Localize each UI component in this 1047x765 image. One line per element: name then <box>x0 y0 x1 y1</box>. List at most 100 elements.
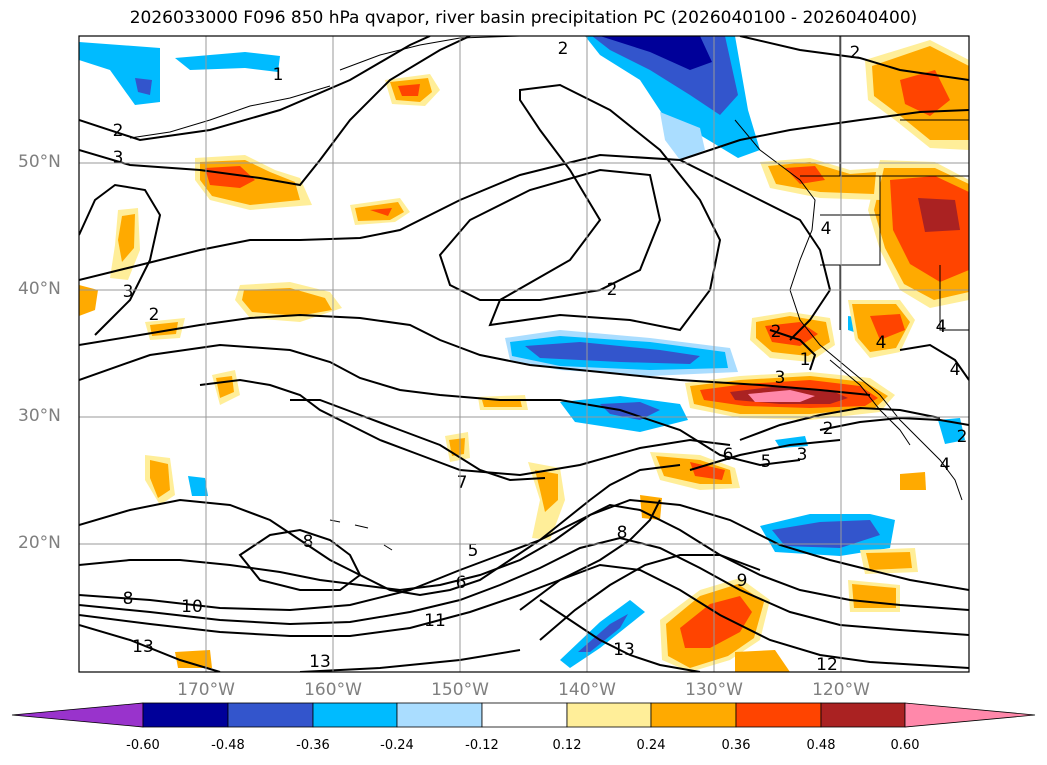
contour-label: 13 <box>132 637 154 657</box>
pos-shade-w-44n-mid <box>118 214 135 262</box>
colorbar-bin <box>566 702 652 728</box>
contour-label: 11 <box>424 611 446 631</box>
pos-shade-31n-big-pink <box>748 390 815 402</box>
colorbar-over-arrow <box>904 702 1036 728</box>
contour-11-main <box>79 536 969 636</box>
contour-label: 13 <box>613 640 635 660</box>
colorbar-tick-label: 0.60 <box>890 738 920 753</box>
contour-label: 3 <box>123 282 134 302</box>
contour-2-loop <box>438 168 662 301</box>
contour-3-north <box>79 36 471 187</box>
pos-shade-26n-e <box>900 472 926 490</box>
contour-label: 2 <box>850 43 861 63</box>
contour-label: 3 <box>797 445 808 465</box>
pos-shade-14n-w <box>175 650 212 668</box>
colorbar-tick-label: -0.24 <box>380 738 414 753</box>
contour-2-ne <box>739 36 969 81</box>
colorbar-under-arrow <box>11 702 144 728</box>
contour-4-se <box>899 343 969 381</box>
lat-label-50n: 50°N <box>18 152 61 172</box>
contour-label: 2 <box>113 121 124 141</box>
neg-shade-30n-core <box>600 402 660 420</box>
contour-label: 4 <box>876 333 887 353</box>
contour-2-east <box>819 416 969 431</box>
contour-labels: 2 2 1 3 2 4 3 2 2 3 4 4 4 1 2 2 3 5 6 7 … <box>113 39 968 672</box>
contour-9-main <box>79 498 969 592</box>
pos-shade-15n-big-red <box>680 596 752 648</box>
contour-label: 10 <box>181 597 203 617</box>
contour-label: 6 <box>456 573 467 593</box>
contour-label: 13 <box>309 652 331 672</box>
shaded-anomalies <box>79 36 969 672</box>
contour-7-main <box>290 399 546 482</box>
island-hawaii-1 <box>329 519 341 523</box>
contour-13-south <box>539 599 701 672</box>
map-plot-area: 2 2 1 3 2 4 3 2 2 3 4 4 4 1 2 2 3 5 6 7 … <box>79 36 969 672</box>
map-title: 2026033000 F096 850 hPa qvapor, river ba… <box>129 8 918 28</box>
pos-shade-39n-mid <box>242 288 332 316</box>
lon-label-150w: 150°W <box>431 680 489 700</box>
contour-label: 2 <box>823 419 834 439</box>
contour-3-east-mid <box>739 406 941 441</box>
coast-alaska-islands <box>129 85 331 139</box>
island-hawaii-2 <box>354 524 369 529</box>
contour-label: 4 <box>940 455 951 475</box>
pos-shade-15n-bottom <box>735 650 790 672</box>
contour-6-main <box>199 378 731 477</box>
contour-9-south <box>539 554 761 641</box>
neg-shade-alaska-light <box>660 112 705 160</box>
colorbar-bin <box>142 702 229 728</box>
contour-label: 1 <box>273 65 284 85</box>
colorbar-tick-label: 0.48 <box>806 738 836 753</box>
neg-shade-dot-4 <box>938 418 965 444</box>
lon-label-120w: 120°W <box>812 680 870 700</box>
coast-bc <box>734 119 963 501</box>
contour-label: 4 <box>950 360 961 380</box>
colorbar-tick-label: 0.24 <box>636 738 666 753</box>
colorbar-bin <box>227 702 314 728</box>
neg-shade-alaska-core <box>600 36 712 70</box>
colorbar-bin <box>312 702 398 728</box>
pos-shade-24n-mid <box>535 470 558 512</box>
map-frame <box>78 35 970 673</box>
qvapor-contours <box>79 36 969 672</box>
pos-shade-alaska-core <box>398 84 420 96</box>
contour-label: 2 <box>957 427 968 447</box>
contour-label: 4 <box>936 317 947 337</box>
contour-label: 9 <box>737 571 748 591</box>
colorbar-bin <box>396 702 483 728</box>
coastlines <box>129 36 969 551</box>
contour-label: 2 <box>558 39 569 59</box>
pos-shade-36n-core <box>765 322 818 346</box>
contour-label: 5 <box>761 452 772 472</box>
contour-label: 4 <box>821 219 832 239</box>
contour-label: 5 <box>468 541 479 561</box>
colorbar-bin <box>650 702 737 728</box>
contour-1-coast <box>769 329 817 371</box>
pos-shade-w-40n <box>79 285 98 316</box>
contour-8-west <box>79 464 681 597</box>
contour-10-main <box>79 503 969 612</box>
border-states-4 <box>939 265 969 331</box>
contour-5-main <box>79 343 801 467</box>
contour-4-main <box>79 313 871 396</box>
colorbar-tick-label: -0.12 <box>465 738 499 753</box>
neg-shade-dot-1 <box>188 476 208 496</box>
colorbar-tick-label: -0.36 <box>296 738 330 753</box>
contour-label: 2 <box>771 322 782 342</box>
contour-label: 7 <box>457 473 468 493</box>
contour-label: 8 <box>617 523 628 543</box>
contour-4-west <box>79 183 162 336</box>
lat-label-30n: 30°N <box>18 406 61 426</box>
contour-8-south <box>519 499 661 611</box>
pos-shade-19n-e-mid <box>866 552 912 570</box>
neg-shade-nw-core <box>135 78 152 95</box>
neg-shade-15n-core <box>578 614 628 652</box>
neg-shade-band34-core <box>525 342 700 364</box>
pos-shade-25n-w-mid <box>150 460 170 498</box>
lon-label-140w: 140°W <box>558 680 616 700</box>
pos-shade-27n-mid <box>449 438 465 456</box>
contour-label: 8 <box>123 589 134 609</box>
graticule <box>79 36 969 672</box>
